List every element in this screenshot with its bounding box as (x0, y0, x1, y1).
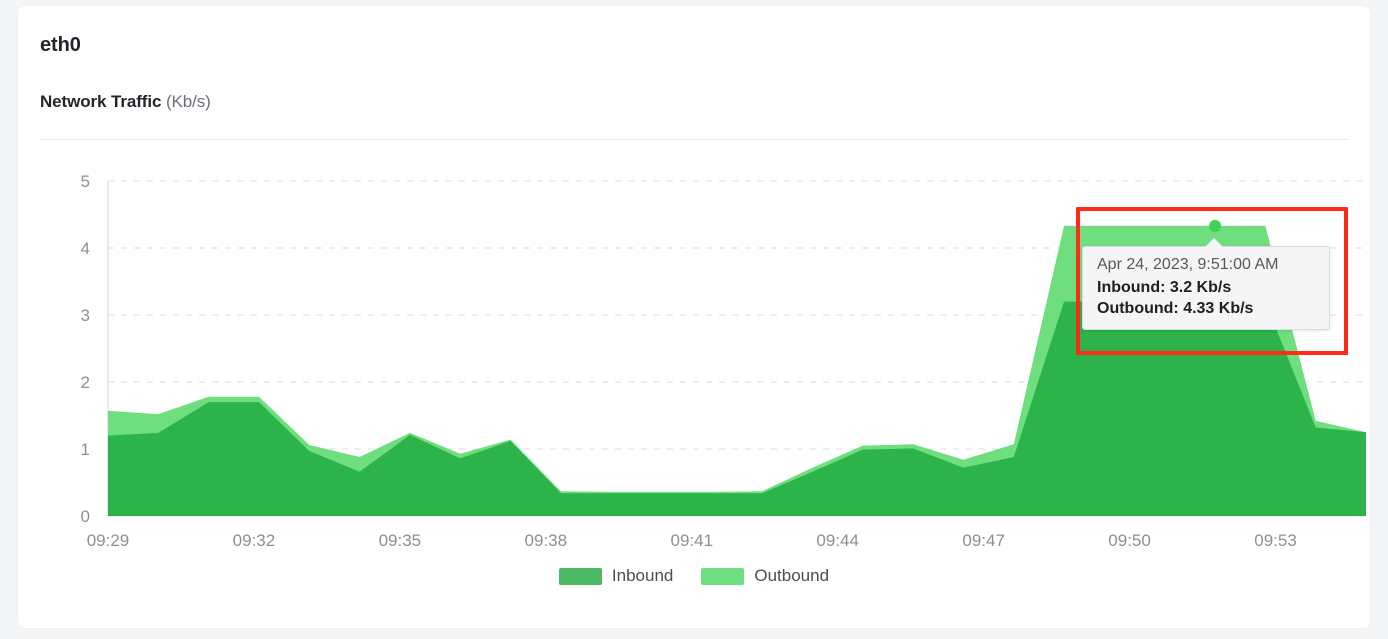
legend-item-outbound[interactable]: Outbound (701, 566, 829, 586)
y-axis-tick-label: 5 (81, 172, 90, 191)
x-axis-tick-label: 09:44 (816, 531, 859, 550)
highlighted-data-point[interactable] (1209, 219, 1222, 232)
chart-legend: Inbound Outbound (18, 566, 1370, 586)
network-traffic-chart[interactable]: 0 1 2 3 4 5 09:29 09:32 09:35 09:38 09:41 09:44 09:4… (18, 151, 1370, 571)
tooltip-inbound-value: Inbound: 3.2 Kb/s (1097, 279, 1232, 296)
y-axis-tick-label: 2 (81, 373, 90, 392)
legend-swatch-inbound (558, 567, 602, 585)
x-axis-tick-label: 09:35 (379, 531, 422, 550)
chart-tooltip: Apr 24, 2023, 9:51:00 AM Inbound: 3.2 Kb… (1082, 237, 1330, 331)
legend-label-inbound: Inbound (611, 566, 674, 585)
chart-canvas[interactable]: 0 1 2 3 4 5 09:29 09:32 09:35 09:38 09:41 09:44 09:4… (18, 151, 1370, 571)
x-axis-tick-label: 09:50 (1108, 531, 1151, 550)
page-title: eth0 (40, 34, 81, 56)
legend-swatch-outbound (701, 567, 745, 585)
x-axis-tick-label: 09:53 (1254, 531, 1297, 550)
y-axis-tick-label: 1 (81, 440, 90, 459)
area-inbound (108, 301, 1366, 516)
x-axis-tick-label: 09:47 (962, 531, 1005, 550)
header-divider (40, 139, 1348, 140)
legend-label-outbound: Outbound (754, 566, 830, 585)
x-axis-tick-label: 09:38 (525, 531, 568, 550)
legend-item-inbound[interactable]: Inbound (558, 566, 674, 586)
x-axis-tick-label: 09:29 (87, 531, 130, 550)
y-axis-tick-label: 3 (81, 306, 90, 325)
network-traffic-card: eth0 Network Traffic (Kb/s) 0 1 2 3 4 5 09:29 0… (18, 6, 1370, 628)
tooltip-outbound-value: Outbound: 4.33 Kb/s (1097, 300, 1254, 318)
tooltip-timestamp: Apr 24, 2023, 9:51:00 AM (1097, 256, 1279, 273)
y-axis-tick-label: 0 (81, 507, 90, 526)
y-axis-tick-label: 4 (81, 239, 90, 258)
chart-subtitle-text: Network Traffic (40, 92, 166, 111)
chart-subtitle-unit: (Kb/s) (165, 92, 211, 111)
chart-subtitle: Network Traffic (Kb/s) (40, 92, 211, 112)
x-axis-tick-label: 09:41 (670, 531, 713, 550)
x-axis-tick-label: 09:32 (233, 531, 276, 550)
